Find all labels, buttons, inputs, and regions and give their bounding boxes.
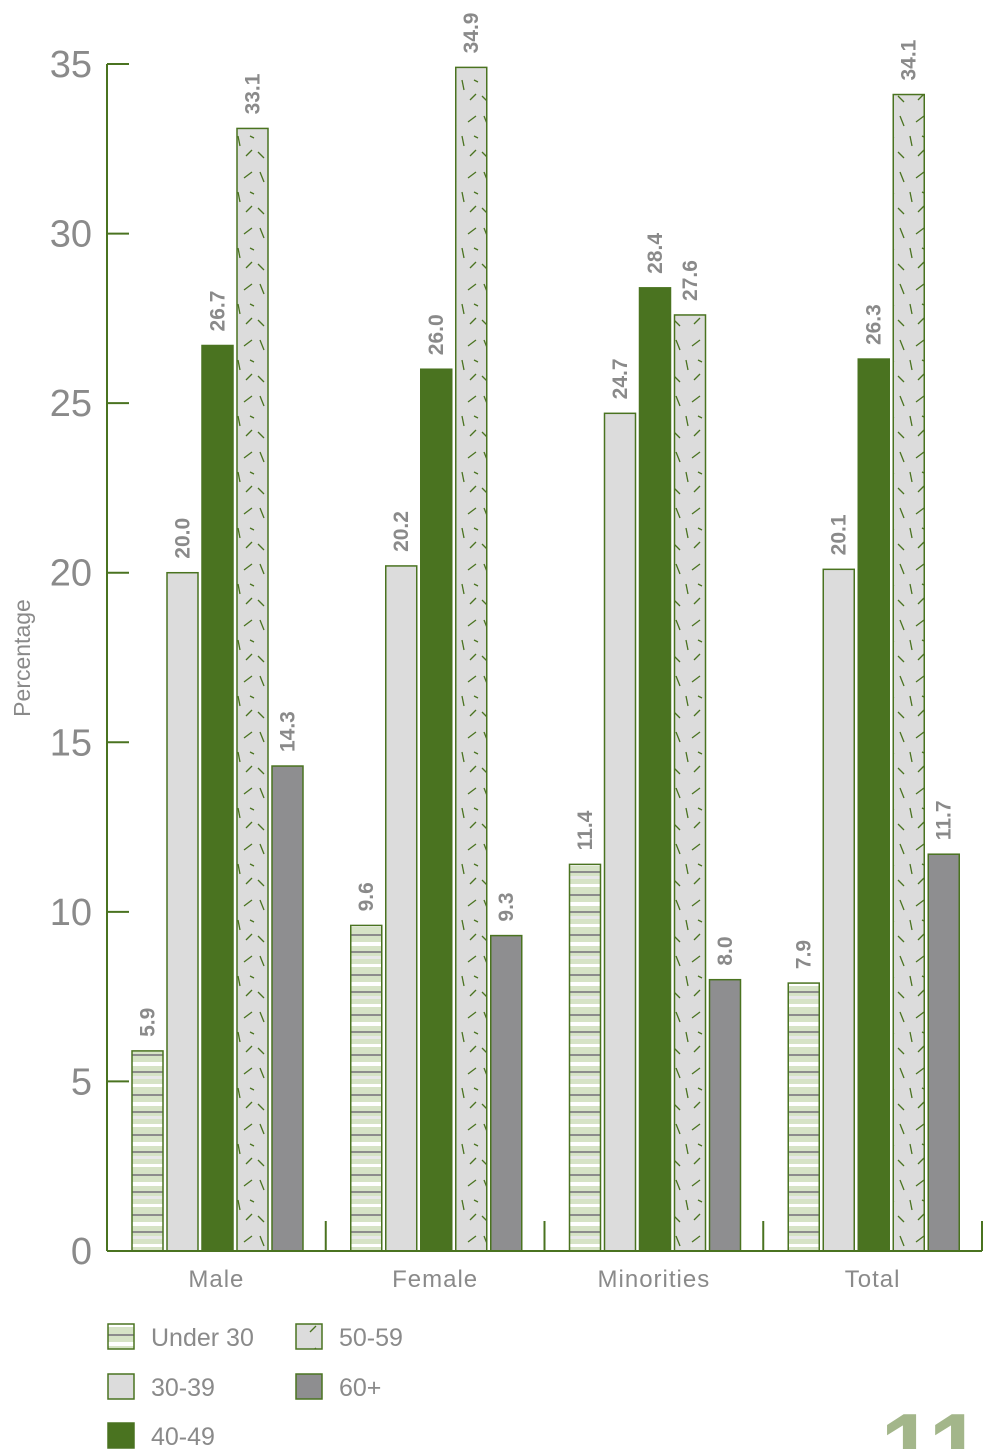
bar-50-59-male — [236, 127, 269, 1252]
y-tick-label: 5 — [71, 1061, 92, 1103]
data-label: 26.3 — [863, 304, 886, 345]
data-label: 20.2 — [390, 511, 413, 552]
bar-60--female — [490, 934, 523, 1252]
bar-50-59-total — [892, 93, 925, 1252]
data-label: 7.9 — [793, 940, 816, 969]
legend-label: 30-39 — [151, 1374, 215, 1402]
y-axis-label: Percentage — [9, 599, 35, 717]
bar-under-30-minorities — [568, 863, 602, 1252]
category-label-female: Female — [392, 1266, 478, 1293]
data-label: 34.1 — [898, 39, 921, 80]
data-label: 24.7 — [609, 358, 632, 399]
data-label: 28.4 — [644, 233, 667, 274]
data-label: 9.3 — [495, 892, 518, 921]
data-label: 20.1 — [828, 514, 851, 555]
data-label: 8.0 — [714, 936, 737, 965]
data-label: 26.7 — [207, 291, 230, 332]
bar-50-59-minorities — [673, 314, 707, 1252]
legend-label: Under 30 — [151, 1324, 254, 1352]
bar-30-39-male — [166, 571, 199, 1252]
data-label: 11.4 — [574, 810, 597, 850]
data-label: 9.6 — [355, 882, 378, 911]
data-label: 34.9 — [460, 13, 483, 54]
legend-swatch — [107, 1373, 135, 1400]
y-tick-label: 15 — [50, 722, 92, 764]
bar-under-30-total — [787, 982, 820, 1252]
legend-swatch — [107, 1422, 135, 1449]
axes — [106, 64, 983, 1252]
page-number: 11 — [881, 1394, 982, 1449]
bar-under-30-male — [131, 1050, 164, 1252]
bar-50-59-female — [455, 66, 488, 1252]
y-tick-label: 30 — [50, 214, 92, 256]
data-label: 11.7 — [933, 800, 956, 840]
legend-label: 50-59 — [339, 1324, 403, 1352]
data-label: 26.0 — [425, 314, 448, 355]
y-axis-ticks: 0 5 10 15 20 25 30 35 — [50, 44, 129, 1273]
y-tick-label: 20 — [50, 553, 92, 595]
bar-under-30-female — [350, 924, 383, 1252]
bar-60--male — [271, 765, 304, 1252]
data-label: 33.1 — [242, 73, 265, 114]
bar-40-49-total — [857, 358, 890, 1252]
category-label-total: Total — [845, 1266, 901, 1293]
legend-swatch — [107, 1323, 135, 1350]
legend-swatch — [295, 1323, 323, 1350]
data-label: 20.0 — [172, 518, 195, 559]
data-labels: 5.9 20.0 26.7 33.1 14.3 9.6 20.2 26.0 34.9 9.3 11.… — [137, 13, 956, 1037]
bar-30-39-minorities — [603, 412, 637, 1252]
bar-40-49-female — [420, 368, 453, 1252]
bar-series — [131, 66, 960, 1252]
data-label: 14.3 — [277, 711, 300, 752]
data-label: 5.9 — [137, 1008, 160, 1037]
data-label: 27.6 — [679, 260, 702, 301]
legend-swatch — [295, 1373, 323, 1400]
legend-label: 40-49 — [151, 1423, 215, 1449]
y-tick-label: 0 — [71, 1231, 92, 1273]
bar-40-49-male — [201, 344, 234, 1252]
y-tick-label: 25 — [50, 383, 92, 425]
legend-label: 60+ — [339, 1374, 381, 1402]
y-tick-label: 10 — [50, 892, 92, 934]
y-tick-label: 35 — [50, 44, 92, 86]
category-labels: Male Female Minorities Total — [188, 1266, 901, 1293]
bar-30-39-female — [385, 565, 418, 1252]
category-label-male: Male — [188, 1266, 244, 1293]
category-label-minorities: Minorities — [598, 1266, 711, 1293]
legend: Under 30 30-39 40-49 50-59 60+ — [107, 1323, 403, 1449]
bar-60--minorities — [708, 978, 742, 1252]
bar-60--total — [927, 853, 960, 1252]
bar-30-39-total — [822, 568, 855, 1252]
bar-40-49-minorities — [638, 287, 672, 1252]
